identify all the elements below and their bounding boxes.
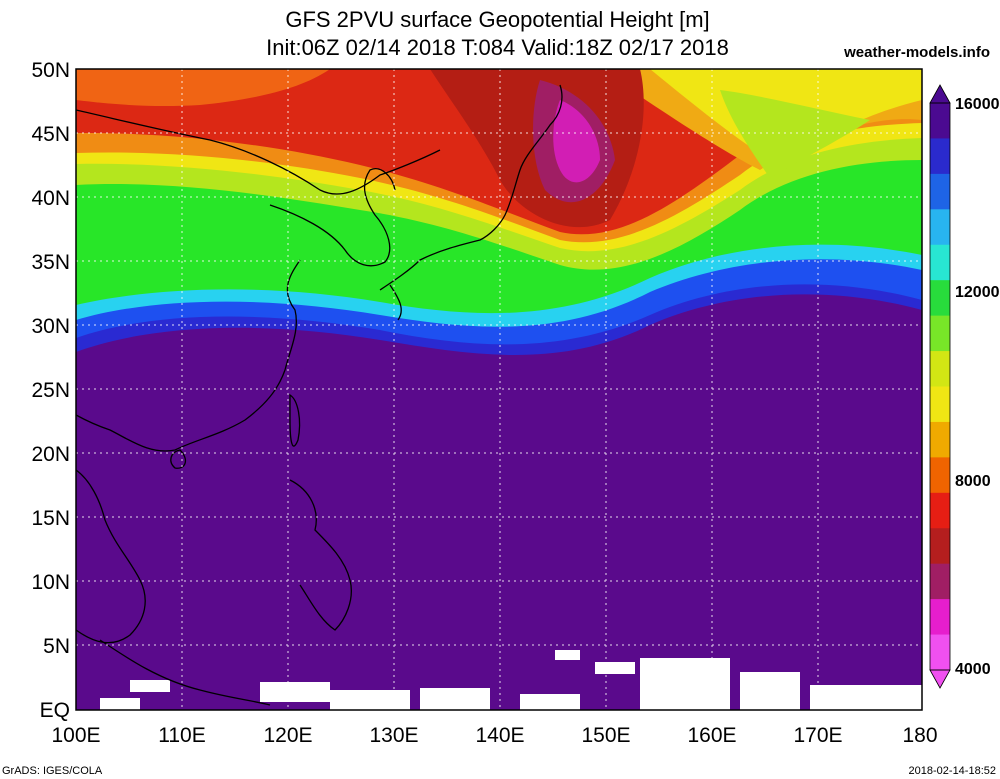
colorbar-segment [930,103,950,139]
colorbar-bottom-arrow [929,669,951,689]
colorbar-label: 12000 [955,284,1000,301]
colorbar: 16000 12000 8000 4000 [929,84,1000,689]
gridlines [76,69,922,710]
colorbar-segment [930,599,950,636]
lon-label: 120E [263,724,312,747]
colorbar-segment [930,315,950,352]
colorbar-segment [930,634,950,671]
colorbar-segment [930,421,950,458]
map-frame [75,68,923,711]
colorbar-segment [930,386,950,423]
map-subtitle: Init:06Z 02/14 2018 T:084 Valid:18Z 02/1… [266,35,729,60]
lat-label: 25N [31,379,70,402]
colorbar-segment [930,173,950,210]
brand-label: weather-models.info [844,44,990,61]
lat-label: 20N [31,443,70,466]
colorbar-segment [930,457,950,494]
lat-label: 45N [31,123,70,146]
colorbar-segment [930,492,950,529]
missing-data [100,650,922,710]
lon-label: 130E [369,724,418,747]
colorbar-segment [930,351,950,387]
colorbar-label: 4000 [955,661,991,678]
colorbar-segment [930,563,950,600]
lon-axis: 100E 110E 120E 130E 140E 150E 160E 170E … [51,724,937,747]
lat-label: 35N [31,251,70,274]
lat-label: 15N [31,507,70,530]
lon-label: 100E [51,724,100,747]
colorbar-segment [930,280,950,317]
colorbar-label: 8000 [955,473,991,490]
lat-label: EQ [40,699,70,722]
colorbar-frame [929,102,951,671]
lat-label: 50N [31,59,70,82]
lon-label: 110E [158,724,206,747]
lon-label: 140E [475,724,524,747]
lat-label: 30N [31,315,70,338]
lon-label: 170E [793,724,842,747]
footer-timestamp: 2018-02-14-18:52 [908,765,996,777]
colorbar-segment [930,244,950,281]
coastlines [76,84,563,706]
colorbar-segments [930,103,950,671]
lat-label: 40N [31,187,70,210]
lon-label: 160E [687,724,736,747]
colorbar-top-arrow [929,84,951,104]
lon-label: 180 [902,724,937,747]
colorbar-segment [930,209,950,246]
footer-credit: GrADS: IGES/COLA [2,765,103,777]
colorbar-segment [930,528,950,565]
map-title: GFS 2PVU surface Geopotential Height [m] [285,7,710,32]
lat-label: 5N [43,635,70,658]
colorbar-segment [930,138,950,175]
height-field [76,69,922,710]
lon-label: 150E [581,724,630,747]
lat-label: 10N [31,571,70,594]
colorbar-label: 16000 [955,96,1000,113]
lat-axis: 50N 45N 40N 35N 30N 25N 20N 15N 10N 5N E… [31,59,70,722]
